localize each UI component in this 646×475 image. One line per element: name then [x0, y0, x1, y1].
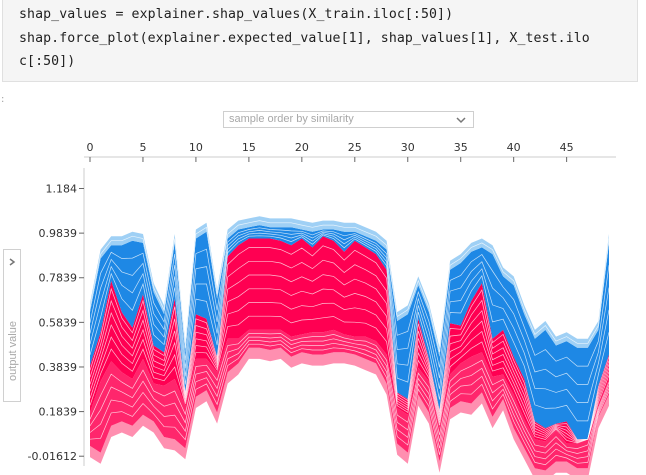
x-axis: 0 5 10 15 20 25 30 35 40 45: [84, 141, 616, 162]
code-line: shap.force_plot(explainer.expected_value…: [19, 31, 590, 46]
feature-boundary-line: [89, 315, 610, 444]
x-tick-label: 5: [139, 141, 146, 154]
feature-boundary-line: [89, 343, 610, 466]
sample-order-select[interactable]: sample order by similarity: [223, 111, 474, 128]
feature-boundary-line: [89, 220, 610, 353]
x-tick-label: 30: [401, 141, 415, 154]
y-axis-select-toggle[interactable]: output value: [3, 249, 21, 402]
feature-boundary-line: [89, 336, 610, 454]
code-line: c[:50]): [19, 54, 76, 69]
x-tick-label: 25: [348, 141, 362, 154]
positive-effect-band: [90, 236, 609, 444]
chevron-right-icon: [7, 254, 17, 272]
feature-boundary-line: [89, 302, 610, 443]
y-tick-label: 0.7839: [39, 272, 78, 285]
negative-tail-band: [90, 347, 609, 475]
feature-boundary-line: [89, 227, 610, 368]
y-tick-label: 0.5839: [39, 316, 78, 329]
feature-boundary-line: [89, 232, 610, 403]
x-tick-label: 10: [189, 141, 203, 154]
code-cell[interactable]: shap_values = explainer.shap_values(X_tr…: [2, 0, 638, 82]
positive-tail-band: [90, 216, 609, 357]
x-tick-label: 15: [242, 141, 256, 154]
feature-boundary-line: [89, 234, 610, 422]
force-plot-areas: [90, 216, 609, 475]
x-tick-label: 40: [507, 141, 521, 154]
y-tick-label: 0.9839: [39, 227, 78, 240]
positive-low-band: [90, 329, 609, 471]
feature-boundary-line: [89, 245, 610, 441]
x-tick-label: 0: [87, 141, 94, 154]
y-tick-label: 1.184: [46, 182, 78, 195]
y-tick-label: 0.1839: [39, 406, 78, 419]
y-tick-label: 0.3839: [39, 361, 78, 374]
feature-boundary-line: [89, 288, 610, 443]
feature-boundary-line: [89, 340, 610, 460]
sample-order-select-value: sample order by similarity: [229, 113, 354, 125]
x-tick-label: 20: [295, 141, 309, 154]
chevron-down-icon: [455, 113, 467, 131]
feature-boundary-line: [89, 230, 610, 385]
x-tick-label: 35: [454, 141, 468, 154]
code-line: shap_values = explainer.shap_values(X_tr…: [19, 7, 454, 22]
negative-effect-band: [90, 225, 609, 440]
force-plot-feature-lines: [89, 220, 610, 466]
y-axis-label: output value: [7, 321, 19, 381]
output-prompt: :: [1, 94, 5, 105]
y-tick-label: -0.01612: [28, 450, 77, 463]
feature-boundary-line: [89, 259, 610, 441]
feature-boundary-line: [89, 333, 610, 449]
feature-boundary-line: [89, 274, 610, 442]
x-tick-label: 45: [560, 141, 574, 154]
y-axis: 1.184 0.9839 0.7839 0.5839 0.3839 0.1839 -0.01…: [28, 168, 85, 466]
